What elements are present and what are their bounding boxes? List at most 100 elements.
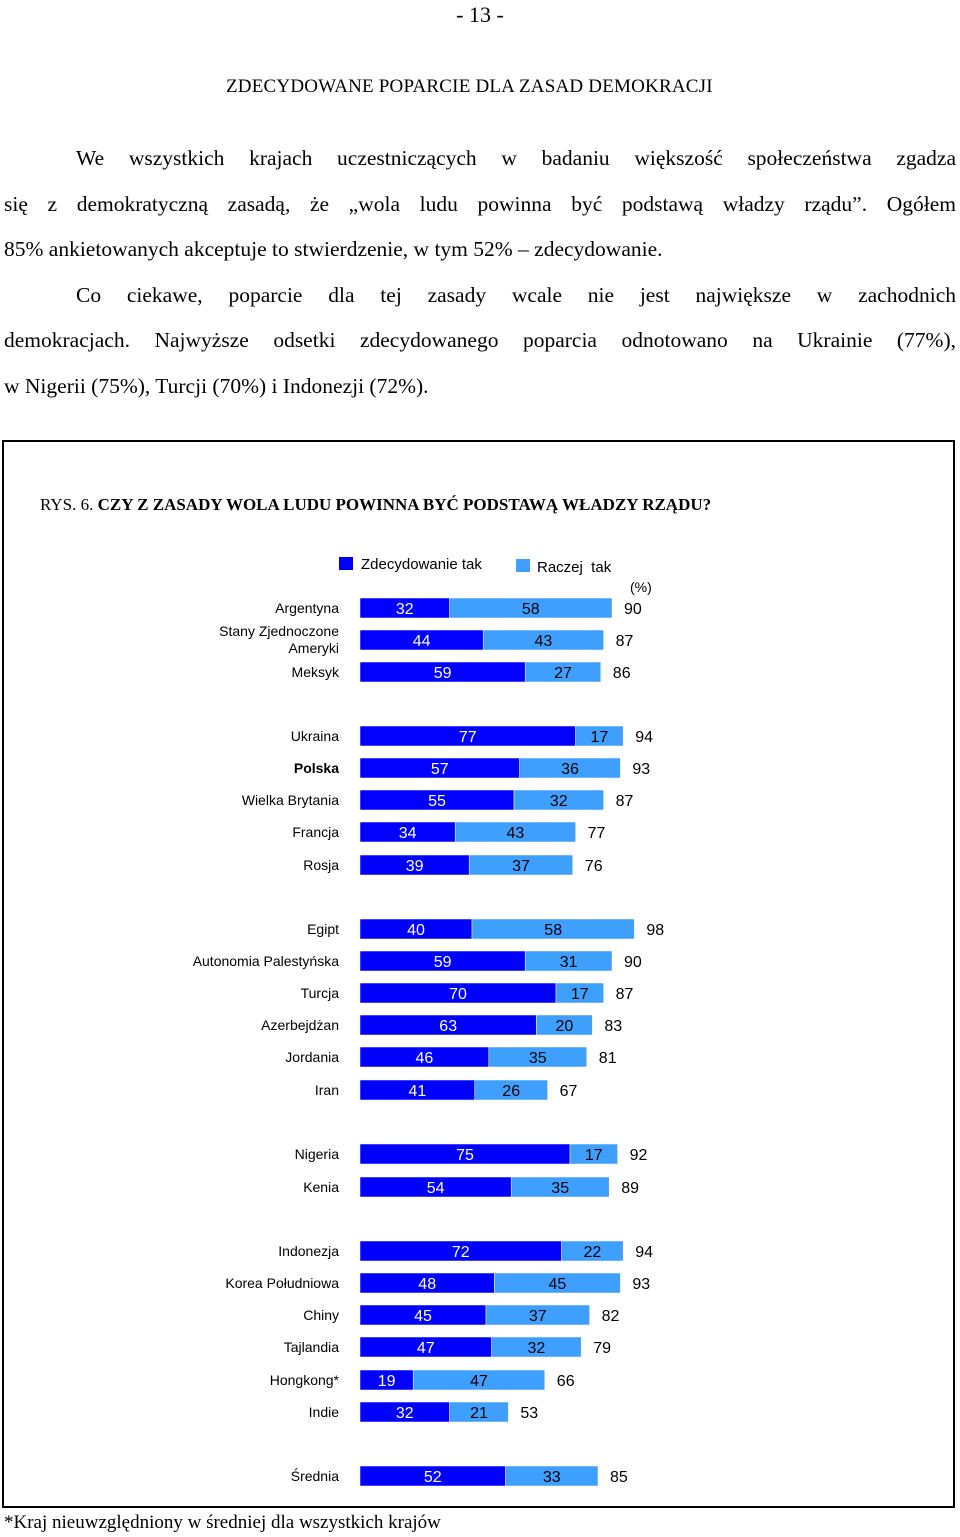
value-label-strong: 45 (414, 1308, 432, 1325)
value-label-strong: 19 (378, 1373, 396, 1390)
value-label-strong: 54 (427, 1180, 445, 1197)
value-label-somewhat: 45 (549, 1276, 567, 1293)
bar-somewhat (471, 918, 635, 940)
bar-somewhat (513, 789, 604, 811)
value-label-somewhat: 20 (556, 1018, 574, 1035)
value-label-strong: 72 (452, 1244, 470, 1261)
value-label-somewhat: 17 (585, 1147, 603, 1164)
value-label-total: 82 (602, 1308, 620, 1325)
figure-title: CZY Z ZASADY WOLA LUDU POWINNA BYĆ PODST… (97, 495, 712, 514)
value-label-total: 94 (635, 1244, 653, 1261)
category-label: Tajlandia (284, 1339, 339, 1355)
value-label-somewhat: 27 (554, 665, 572, 682)
category-label: Wielka Brytania (242, 792, 339, 808)
bar-somewhat (449, 1401, 509, 1423)
value-label-strong: 32 (396, 1405, 414, 1422)
value-label-total: 87 (616, 986, 634, 1003)
value-label-strong: 34 (399, 825, 417, 842)
bar-somewhat (412, 1369, 546, 1391)
category-label: Rosja (303, 857, 339, 873)
value-label-somewhat: 37 (512, 858, 530, 875)
value-label-total: 86 (613, 665, 631, 682)
category-label: Indie (309, 1404, 340, 1420)
bar-somewhat (488, 1046, 588, 1068)
value-label-strong: 59 (434, 665, 452, 682)
bar-somewhat (494, 1272, 621, 1294)
bar-somewhat (555, 982, 604, 1004)
value-label-somewhat: 22 (584, 1244, 602, 1261)
bar-somewhat (524, 950, 613, 972)
value-label-strong: 75 (456, 1147, 474, 1164)
value-label-somewhat: 58 (544, 922, 562, 939)
value-label-strong: 44 (413, 633, 431, 650)
category-label: Chiny (303, 1307, 339, 1323)
value-label-strong: 59 (434, 954, 452, 971)
value-label-strong: 39 (406, 858, 424, 875)
value-label-total: 90 (624, 954, 642, 971)
value-label-somewhat: 33 (543, 1469, 561, 1486)
value-label-strong: 55 (428, 793, 446, 810)
value-label-somewhat: 32 (550, 793, 568, 810)
value-label-somewhat: 43 (507, 825, 525, 842)
bar-somewhat (454, 821, 576, 843)
paragraph-line: We wszystkich krajach uczestniczących w … (76, 146, 956, 170)
value-label-somewhat: 21 (470, 1405, 488, 1422)
value-label-strong: 57 (431, 761, 449, 778)
bar-somewhat (485, 1304, 590, 1326)
footnote: *Kraj nieuwzględniony w średniej dla wsz… (4, 1512, 441, 1533)
category-label: Hongkong* (270, 1372, 340, 1388)
value-label-total: 89 (621, 1180, 639, 1197)
body-paragraph: We wszystkich krajach uczestniczących w … (4, 136, 956, 409)
value-label-total: 93 (632, 761, 650, 778)
category-label: Korea Południowa (225, 1275, 339, 1291)
value-label-somewhat: 17 (591, 729, 609, 746)
category-label: Średnia (291, 1467, 339, 1484)
value-label-strong: 41 (409, 1083, 427, 1100)
value-label-total: 77 (588, 825, 606, 842)
bar-somewhat (505, 1465, 599, 1487)
bar-somewhat (519, 757, 621, 779)
category-label: Egipt (307, 921, 339, 937)
section-title: ZDECYDOWANE POPARCIE DLA ZASAD DEMOKRACJ… (226, 76, 713, 97)
legend-label-somewhat: Raczej tak (537, 559, 612, 576)
value-label-strong: 52 (424, 1469, 442, 1486)
paragraph-line: się z demokratyczną zasadą, że „wola lud… (4, 191, 956, 216)
category-label: Nigeria (295, 1146, 340, 1162)
value-label-total: 83 (604, 1018, 622, 1035)
value-label-total: 93 (632, 1276, 650, 1293)
value-label-somewhat: 58 (522, 601, 540, 618)
category-label: Ukraina (291, 728, 339, 744)
value-label-total: 79 (593, 1340, 611, 1357)
value-label-total: 76 (585, 858, 603, 875)
value-label-somewhat: 31 (560, 954, 578, 971)
category-label: Stany Zjednoczone (219, 623, 339, 639)
category-label: Indonezja (278, 1243, 339, 1259)
value-label-total: 92 (630, 1147, 648, 1164)
value-label-total: 94 (635, 729, 653, 746)
unit-label: (%) (630, 579, 652, 595)
bar-somewhat (569, 1143, 618, 1165)
legend-swatch-somewhat (516, 559, 530, 572)
value-label-total: 67 (560, 1083, 578, 1100)
category-label: Iran (315, 1082, 339, 1098)
bar-somewhat (482, 629, 604, 651)
value-label-strong: 70 (449, 986, 467, 1003)
category-label: Polska (294, 760, 339, 776)
bar-somewhat (510, 1176, 610, 1198)
value-label-total: 87 (616, 793, 634, 810)
value-label-somewhat: 17 (571, 986, 589, 1003)
figure-caption: RYS. 6. CZY Z ZASADY WOLA LUDU POWINNA B… (40, 495, 711, 515)
bar-somewhat (536, 1014, 593, 1036)
bar-somewhat (524, 661, 602, 683)
value-label-somewhat: 35 (551, 1180, 569, 1197)
value-label-strong: 63 (439, 1018, 457, 1035)
legend-label-strong: Zdecydowanie tak (361, 556, 482, 573)
value-label-somewhat: 35 (529, 1050, 547, 1067)
paragraph-line: Co ciekawe, poparcie dla tej zasady wcal… (76, 282, 956, 307)
bar-somewhat (491, 1336, 582, 1358)
value-label-total: 81 (599, 1050, 617, 1067)
value-label-total: 85 (610, 1469, 628, 1486)
value-label-strong: 77 (459, 729, 477, 746)
category-label: Jordania (285, 1049, 339, 1065)
